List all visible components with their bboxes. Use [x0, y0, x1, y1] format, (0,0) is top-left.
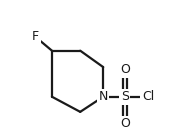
Text: O: O [120, 117, 130, 130]
Text: O: O [120, 63, 130, 76]
Text: Cl: Cl [142, 90, 154, 103]
Text: S: S [121, 90, 129, 103]
Text: N: N [98, 90, 108, 103]
Text: F: F [32, 30, 39, 43]
